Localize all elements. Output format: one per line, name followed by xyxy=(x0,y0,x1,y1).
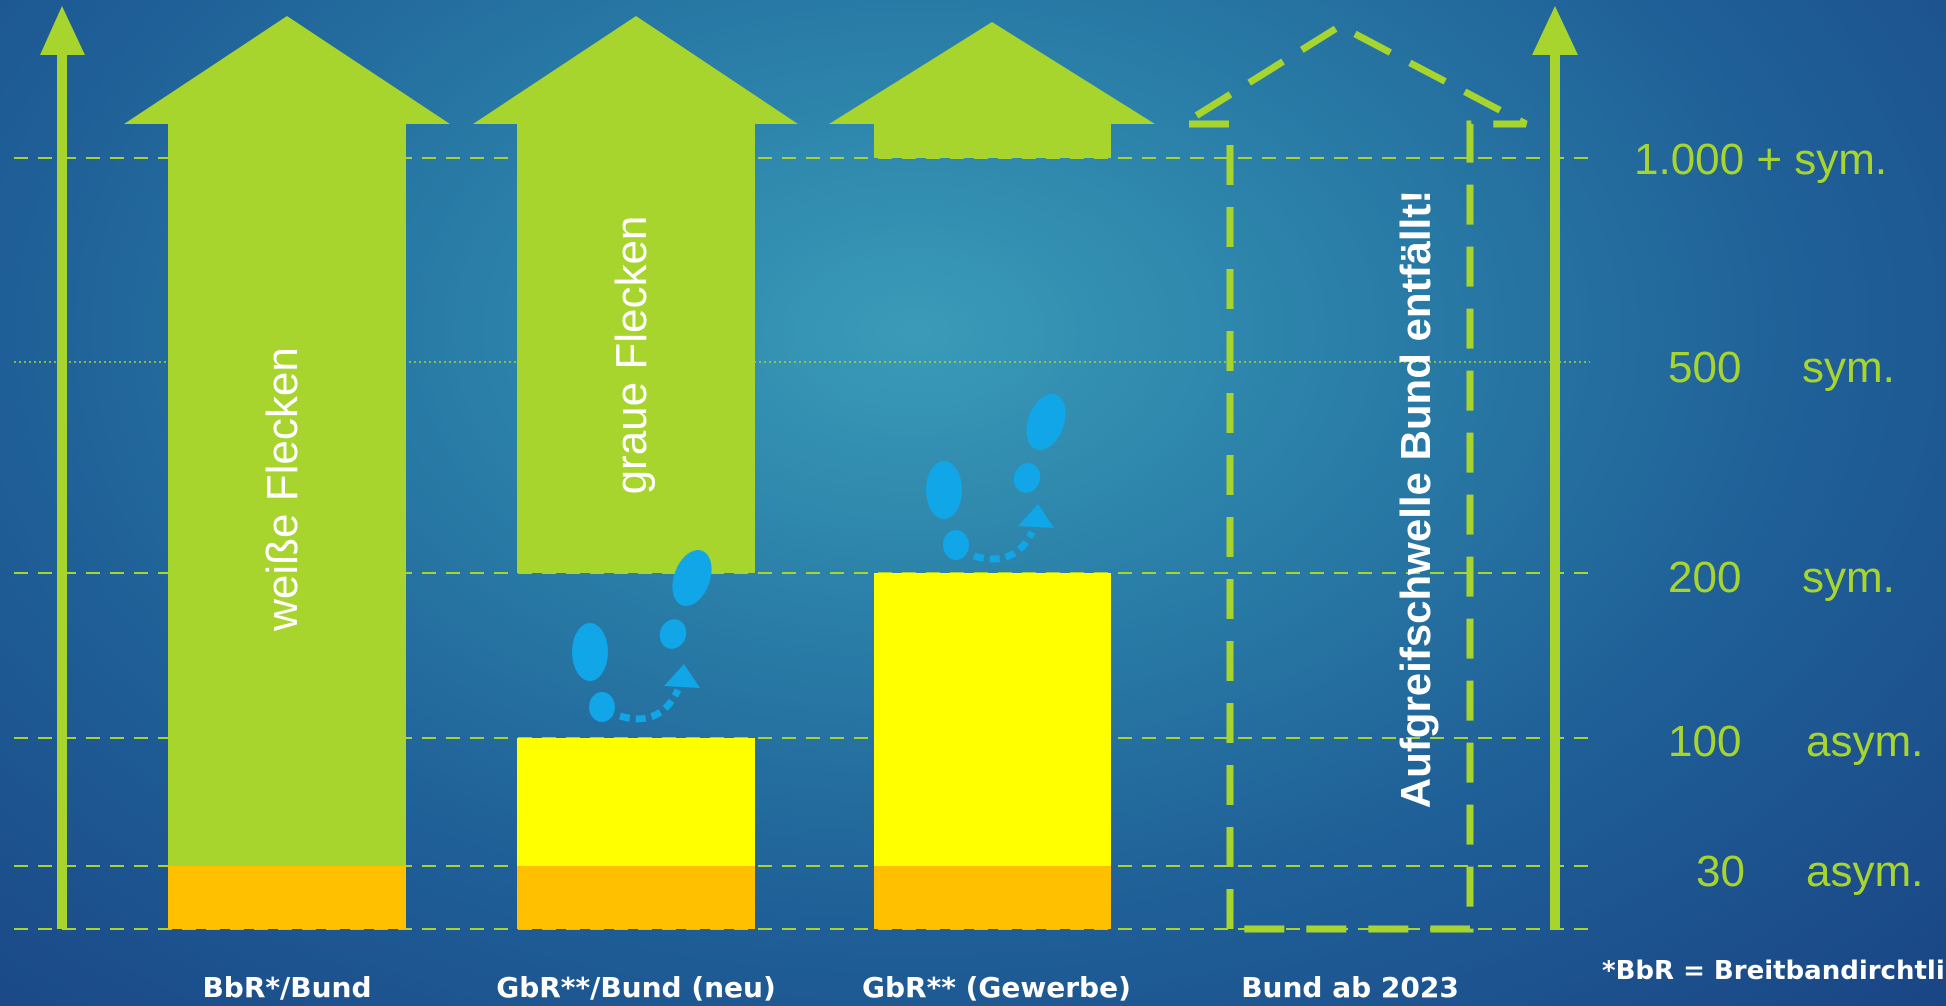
tier-quality: sym. xyxy=(1802,343,1895,392)
bar-segment-100 xyxy=(517,738,755,866)
tier-quality: asym. xyxy=(1806,847,1924,896)
column-bbr-bund xyxy=(124,16,450,929)
bar-segment-30 xyxy=(874,866,1111,929)
tier-value: 1.000 + sym. xyxy=(1634,135,1888,184)
arrow-text-threshold-dropped: Aufgreifschwelle Bund entfällt! xyxy=(1392,189,1439,809)
grey-spots-up-arrow-icon xyxy=(473,16,798,573)
bar-segment-30 xyxy=(168,866,406,929)
bar-segment-30 xyxy=(517,866,755,929)
column-label-gbr-gewerbe: GbR** (Gewerbe) xyxy=(862,971,1131,1004)
footprints-icon xyxy=(926,394,1066,563)
column-label-bbr-bund: BbR*/Bund xyxy=(202,971,372,1004)
tier-value: 30 xyxy=(1696,847,1745,896)
tier-label-100: 100 asym. xyxy=(1668,717,1923,766)
white-spots-up-arrow-icon xyxy=(124,16,450,866)
column-gbr-gewerbe xyxy=(829,22,1155,929)
tier-quality: asym. xyxy=(1806,717,1924,766)
column-label-bund-ab-2023: Bund ab 2023 xyxy=(1241,971,1459,1004)
column-bund-ab-2023 xyxy=(1170,21,1528,933)
arrow-text-white-spots: weiße Flecken xyxy=(258,347,307,631)
column-label-gbr-bund-neu: GbR**/Bund (neu) xyxy=(496,971,776,1004)
right-axis-up-arrow-icon xyxy=(1532,6,1578,929)
bar-segment-200 xyxy=(874,573,1111,866)
arrow-text-grey-spots: graue Flecken xyxy=(607,215,656,495)
tier-quality: sym. xyxy=(1802,553,1895,602)
column-gbr-bund-neu xyxy=(473,16,798,929)
dashed-up-arrow-icon xyxy=(1170,21,1528,933)
small-up-arrow-icon xyxy=(829,22,1155,158)
tier-label-1000: 1.000 + sym. xyxy=(1634,138,1887,182)
footnote: *BbR = Breitbandirchtli xyxy=(1602,956,1945,986)
tier-label-30: 30 asym. xyxy=(1696,847,1923,896)
tier-value: 500 xyxy=(1668,343,1742,392)
tier-value: 100 xyxy=(1668,717,1742,766)
tier-label-500: 500 sym. xyxy=(1668,343,1895,392)
left-axis-up-arrow-icon xyxy=(40,6,85,929)
footprints-icon xyxy=(572,550,712,723)
tier-label-200: 200 sym. xyxy=(1668,553,1895,602)
tier-value: 200 xyxy=(1668,553,1742,602)
